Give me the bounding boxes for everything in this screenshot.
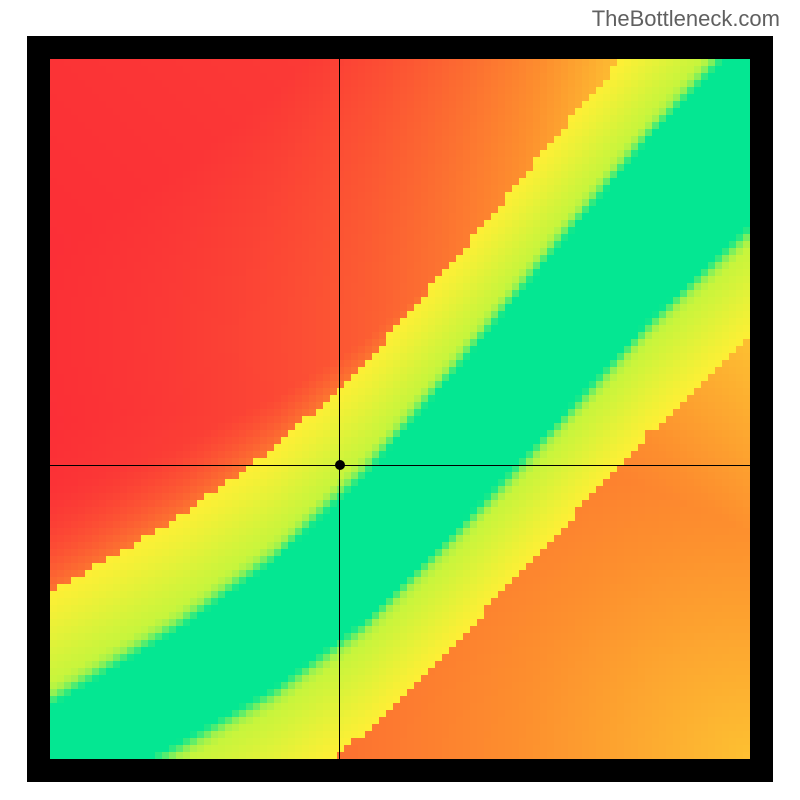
plot-frame [27,36,773,782]
plot-area [50,59,750,759]
crosshair-marker [335,460,345,470]
heatmap-canvas [50,59,750,759]
crosshair-vertical [339,59,340,759]
watermark-text: TheBottleneck.com [592,6,780,32]
crosshair-horizontal [50,465,750,466]
